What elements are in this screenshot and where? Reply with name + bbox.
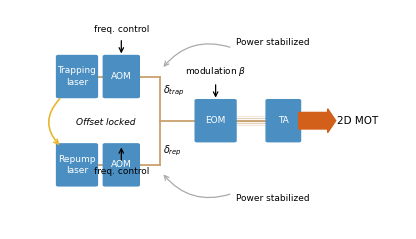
FancyBboxPatch shape bbox=[103, 55, 140, 98]
FancyBboxPatch shape bbox=[265, 99, 301, 142]
Text: AOM: AOM bbox=[111, 160, 132, 169]
Text: modulation $\beta$: modulation $\beta$ bbox=[185, 65, 246, 78]
Text: freq. control: freq. control bbox=[94, 25, 149, 34]
Text: Trapping
laser: Trapping laser bbox=[57, 66, 97, 87]
Text: Repump
laser: Repump laser bbox=[58, 155, 96, 175]
Text: Power stabilized: Power stabilized bbox=[236, 194, 310, 203]
Text: Power stabilized: Power stabilized bbox=[236, 38, 310, 47]
Text: 2D MOT: 2D MOT bbox=[337, 116, 379, 126]
FancyArrow shape bbox=[299, 109, 336, 133]
FancyBboxPatch shape bbox=[56, 143, 98, 187]
FancyBboxPatch shape bbox=[195, 99, 237, 142]
Text: EOM: EOM bbox=[206, 116, 226, 125]
Text: Offset locked: Offset locked bbox=[76, 118, 136, 127]
FancyBboxPatch shape bbox=[103, 143, 140, 187]
Text: $\delta_{trap}$: $\delta_{trap}$ bbox=[163, 84, 185, 98]
Text: TA: TA bbox=[278, 116, 289, 125]
Text: freq. control: freq. control bbox=[94, 167, 149, 176]
Text: $\delta_{rep}$: $\delta_{rep}$ bbox=[163, 143, 182, 158]
FancyBboxPatch shape bbox=[56, 55, 98, 98]
Text: AOM: AOM bbox=[111, 72, 132, 81]
